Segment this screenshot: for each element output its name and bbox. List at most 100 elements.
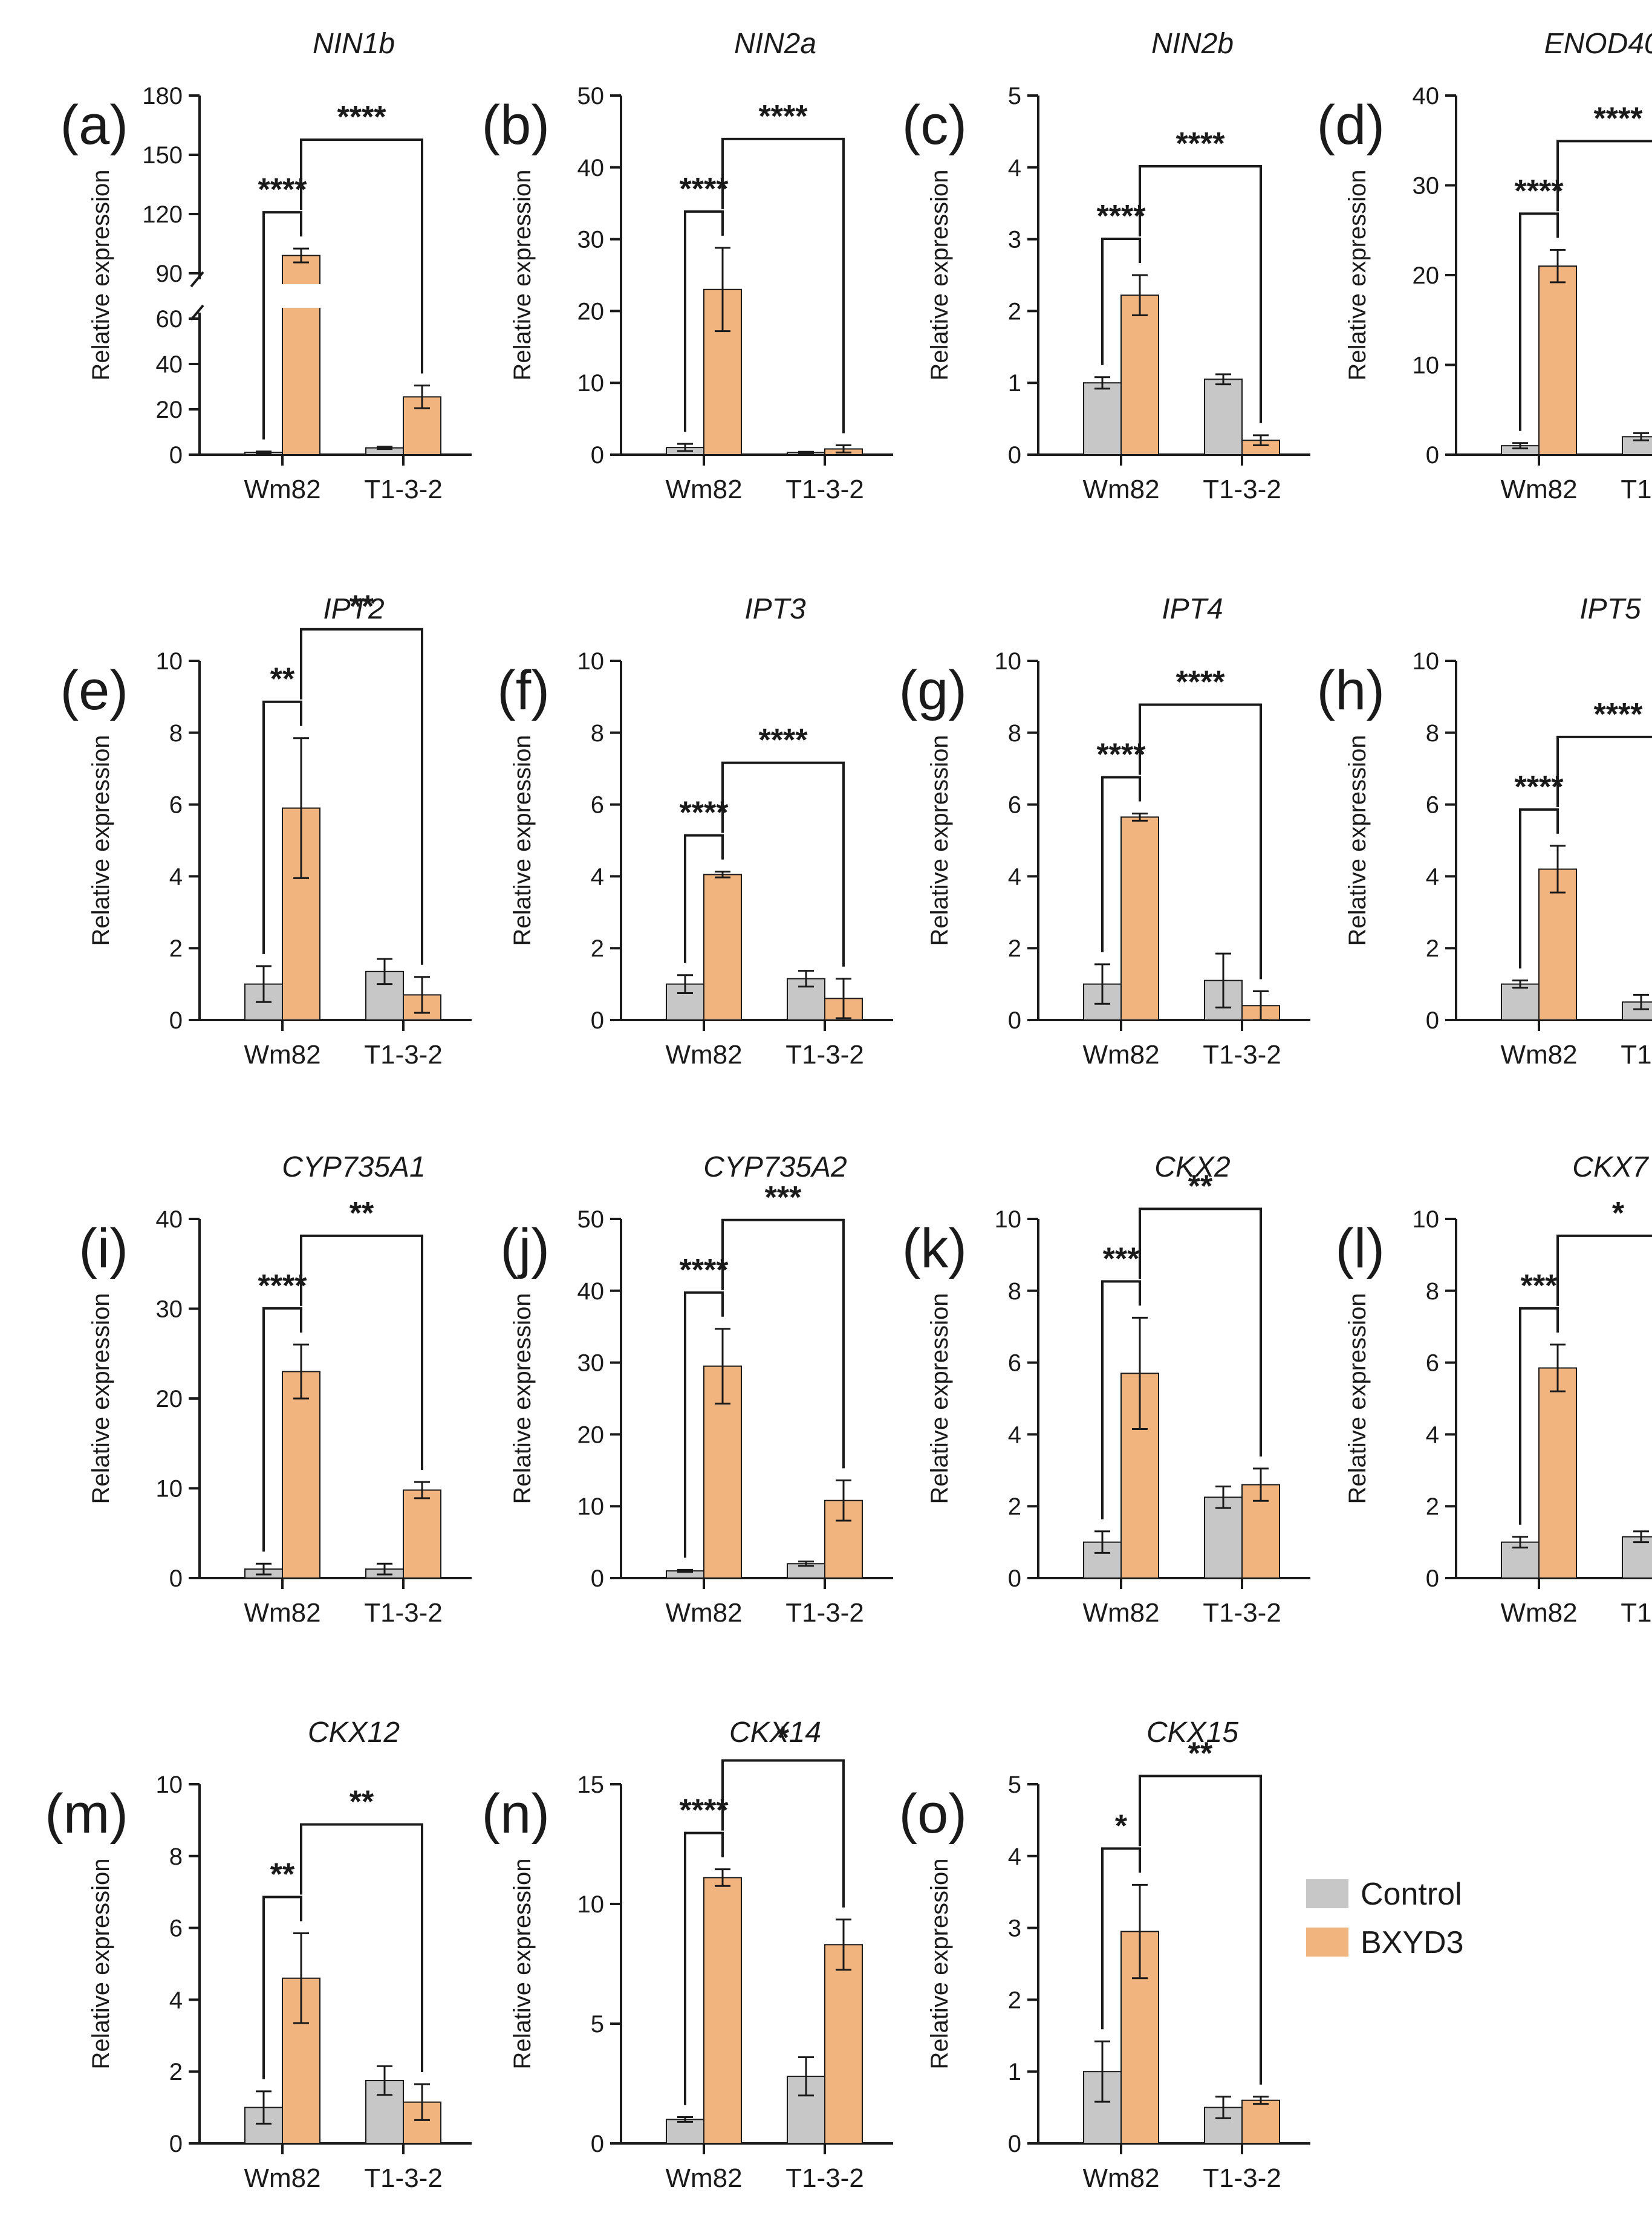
legend-swatch-control [1306,1879,1348,1908]
y-tick-label: 2 [1426,1493,1439,1520]
y-axis-label: Relative expression [926,735,953,946]
y-axis-label: Relative expression [926,169,953,380]
significance-label: **** [680,172,729,207]
significance-label: **** [680,796,729,831]
y-tick-label: 10 [995,648,1022,675]
y-tick-label: 10 [1413,1206,1440,1233]
significance-bracket-within [684,210,724,432]
significance-label: ** [1188,1736,1213,1771]
bar-control-t1-3-2 [1204,1496,1243,1579]
y-tick-label: 2 [1008,935,1021,962]
y-axis-label: Relative expression [1344,1293,1371,1504]
significance-bracket-within [262,1307,302,1552]
x-category-label: T1-3-2 [1621,1040,1652,1070]
significance-label: **** [759,99,808,134]
panel-title: IPT5 [1579,593,1641,625]
bar-bxyd3-wm82 [1120,294,1159,455]
significance-label: **** [1515,770,1564,805]
x-category-label: Wm82 [244,1040,320,1070]
bar-control-t1-3-2 [1204,378,1243,456]
y-tick-label: 0 [591,1565,604,1592]
bar-control-wm82 [666,983,704,1021]
y-tick-label: 6 [1426,792,1439,819]
panel-letter: (k) [902,1218,967,1279]
y-axis-label: Relative expression [926,1858,953,2069]
bar-bxyd3-wm82 [703,1877,742,2144]
panel-title: NIN2a [734,28,816,60]
y-axis-label: Relative expression [88,1293,114,1504]
x-category-label: Wm82 [1082,2163,1159,2193]
y-tick-label: 8 [1426,720,1439,747]
bar-bxyd3-wm82 [1538,868,1577,1021]
y-tick-label: 8 [1008,1278,1021,1305]
y-tick-label: 4 [1426,863,1439,890]
y-tick-label: 4 [1426,1421,1439,1448]
y-tick-label: 0 [1426,1565,1439,1592]
x-category-label: T1-3-2 [1203,1040,1281,1070]
y-tick-label: 30 [1413,173,1440,200]
y-tick-label: 2 [169,2059,183,2085]
significance-bracket-within [262,1896,302,2079]
y-tick-label: 2 [591,935,604,962]
legend: Control BXYD3 [1306,1877,1464,1960]
x-category-label: Wm82 [665,2163,742,2193]
panel-letter: (e) [60,660,128,721]
y-tick-label: 40 [156,351,183,378]
y-tick-label: 4 [169,1987,183,2013]
bar-bxyd3-wm82 [282,1371,320,1579]
y-tick-label: 2 [1008,298,1021,325]
y-tick-label: 20 [1413,262,1440,289]
significance-bracket-within [262,211,302,440]
x-category-label: T1-3-2 [1621,1598,1652,1628]
y-tick-label: 0 [591,2131,604,2157]
bar-bxyd3-t1-3-2 [1241,2099,1280,2144]
y-tick-label: 5 [1008,1772,1021,1798]
panel-title: IPT4 [1162,593,1223,625]
y-tick-label: 40 [577,1278,605,1305]
bar-bxyd3-wm82 [1120,816,1159,1021]
panel-letter: (d) [1317,94,1385,156]
significance-bracket-between [1139,703,1262,979]
x-category-label: Wm82 [1500,1598,1577,1628]
significance-bracket-between [1139,1207,1262,1457]
significance-label: **** [1176,664,1226,700]
panel-o: CKX15 (o) Relative expression 0 1 2 3 4 5 Wm82 T1-… [899,1717,1310,2193]
panel-title: CKX2 [1154,1151,1230,1183]
y-tick-label: 10 [1413,352,1440,379]
significance-bracket-between [300,1234,423,1470]
significance-label: **** [258,172,308,207]
significance-label: *** [765,1180,802,1215]
significance-label: ** [350,590,374,625]
panel-j: CYP735A2 (j) Relative expression 0 10 20 30 40 5… [500,1151,893,1628]
x-category-label: T1-3-2 [364,1040,443,1070]
panels-group: NIN1b(a)Relative expression0204060901201… [45,28,1652,2193]
panel-title: NIN1b [313,28,395,60]
panel-h: IPT5 (h) Relative expression 0 2 4 6 8 10 Wm82 T1-… [1317,593,1652,1070]
panel-letter: (l) [1335,1218,1385,1279]
significance-bracket-between [721,1759,845,1908]
significance-label: *** [1103,1241,1140,1276]
x-category-label: Wm82 [1082,475,1159,504]
y-tick-label: 0 [1008,1007,1021,1034]
y-tick-label: 20 [156,397,183,423]
significance-bracket-within [1101,1280,1141,1519]
significance-bracket-within [684,1291,724,1558]
bar-control-t1-3-2 [1622,1536,1652,1579]
panel-n: CKX14 (n) Relative expression 0 5 10 15 Wm82 T1-… [482,1717,893,2193]
significance-bracket-between [721,137,845,434]
y-tick-label: 6 [169,1915,183,1942]
x-category-label: T1-3-2 [364,475,443,504]
significance-label: **** [1097,199,1146,234]
significance-label: **** [1515,174,1564,209]
x-category-label: T1-3-2 [1203,2163,1281,2193]
y-axis-label: Relative expression [88,735,114,946]
significance-bracket-between [1556,140,1652,212]
significance-bracket-between [300,628,423,965]
y-tick-label: 120 [142,201,183,228]
y-tick-label: 0 [1008,1565,1021,1592]
x-category-label: T1-3-2 [1203,475,1281,504]
panel-a: NIN1b (a) Relative expression 0 20 40 60 90 120 1… [60,28,472,504]
panel-letter: (i) [79,1218,128,1279]
panel-letter: (g) [899,660,967,721]
